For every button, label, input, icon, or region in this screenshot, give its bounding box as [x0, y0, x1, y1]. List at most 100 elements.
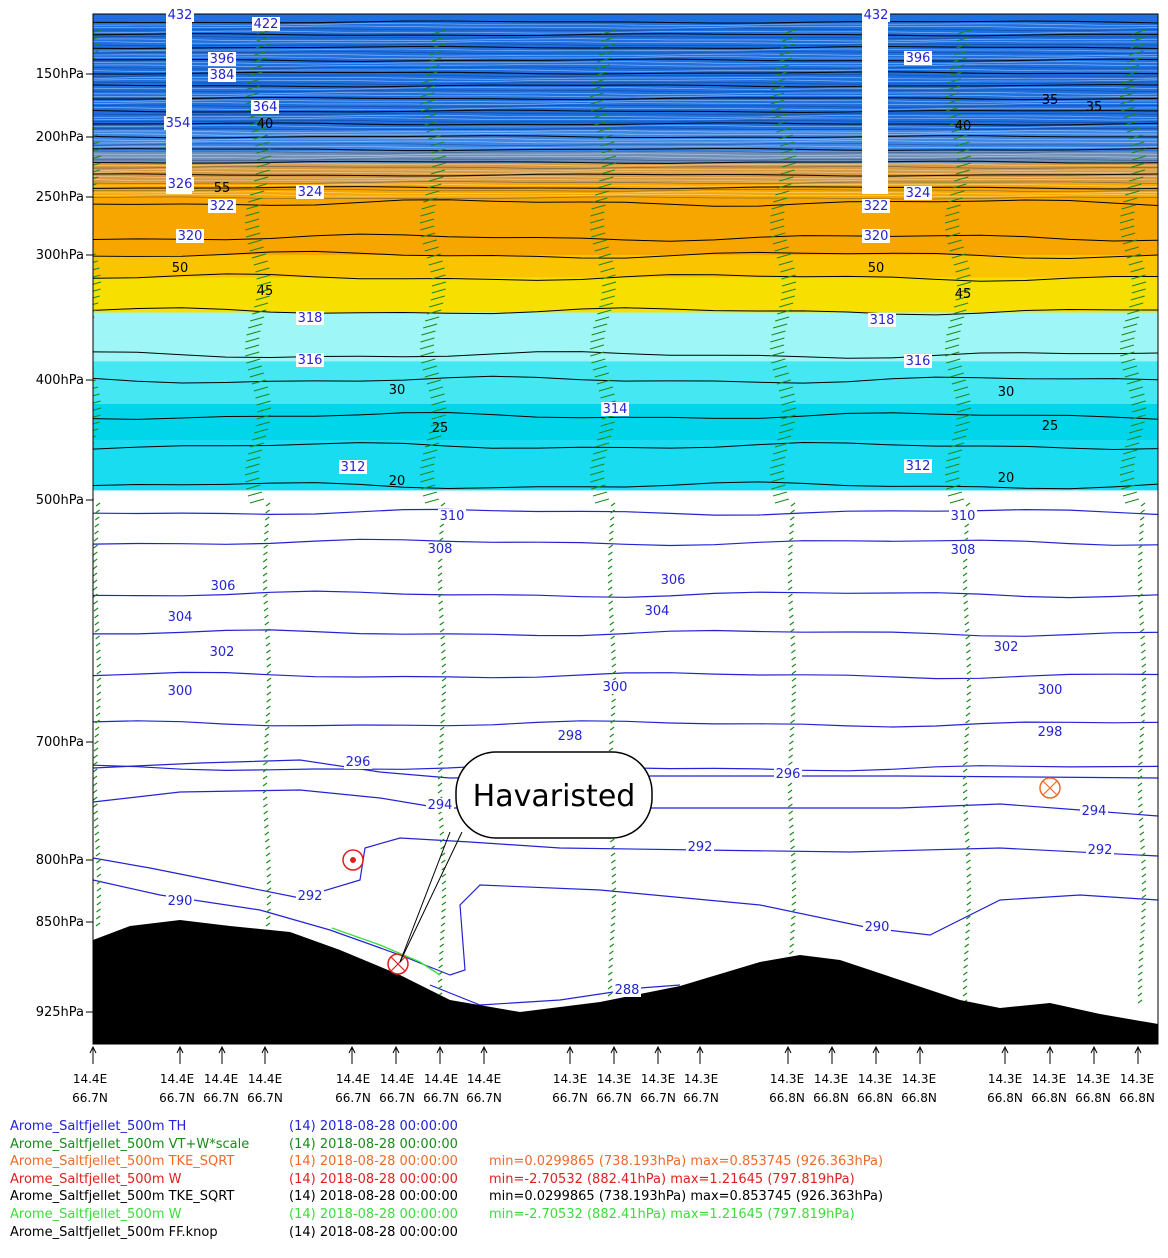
wind-vector [956, 36, 971, 42]
x-tick-lon: 14.3E [988, 1072, 1022, 1086]
wind-vector [780, 169, 795, 175]
wind-vector [790, 502, 796, 507]
x-tick-lat: 66.7N [423, 1091, 459, 1105]
wind-vector [593, 197, 608, 203]
wind-vector [244, 218, 260, 224]
wind-vector [265, 719, 270, 724]
contour-label: 324 [906, 186, 931, 201]
wind-vector [1131, 155, 1147, 161]
wind-vector [95, 915, 101, 920]
wind-vector [601, 155, 617, 161]
wind-vector [609, 621, 615, 626]
x-tick-lat: 66.7N [72, 1091, 108, 1105]
contour-label: 300 [168, 684, 193, 699]
wind-vector [1141, 894, 1147, 899]
wind-vector [247, 449, 263, 455]
wind-vector [1123, 197, 1138, 203]
wind-vector [420, 351, 435, 357]
legend-stats: min=0.0299865 (738.193hPa) max=0.853745 … [489, 1189, 884, 1205]
wind-vector [440, 929, 445, 934]
wind-vector [96, 901, 102, 906]
wind-vector [439, 838, 445, 843]
wind-vector [770, 477, 785, 483]
wind-vector [256, 36, 271, 42]
wind-vector [441, 880, 447, 885]
contour-label-bg [252, 17, 280, 31]
wind-vector [789, 936, 795, 941]
wind-vector [945, 463, 960, 469]
wind-vector [441, 873, 447, 878]
wind-vector [247, 113, 262, 119]
wind-vector [94, 733, 100, 738]
position-axis: 14.4E 66.7N 14.4E 66.7N 14.4E 66.7N 14.4E 66.7N… [72, 1045, 1155, 1105]
wind-vector [441, 887, 447, 892]
contour-label: 354 [166, 116, 191, 131]
upper-isentrope [93, 130, 1158, 134]
wind-vector [439, 621, 445, 626]
wind-vector [252, 309, 267, 315]
wind-vector [96, 880, 102, 885]
wind-vector [245, 463, 260, 469]
wind-vector [75, 478, 89, 482]
contour-label-bg [1036, 725, 1064, 739]
legend-row: Arome_Saltfjellet_500m W (14) 2018-08-28 … [10, 1171, 1160, 1189]
wind-vector [1131, 414, 1146, 420]
wind-vector [1130, 169, 1145, 175]
wind-vector [610, 915, 616, 920]
wind-vector [263, 817, 269, 822]
wind-vector [427, 183, 442, 189]
x-tick-lon: 14.3E [597, 1072, 631, 1086]
wind-vector [95, 712, 101, 717]
wind-vector [781, 407, 797, 413]
wind-vector [1140, 922, 1146, 927]
wind-vector [963, 950, 969, 955]
wind-vector [771, 484, 786, 490]
wind-vector [251, 127, 266, 133]
wind-vector [963, 810, 969, 815]
wind-vector [594, 246, 609, 252]
wind-vector [791, 887, 797, 892]
wind-vector [609, 740, 614, 745]
wind-vector [264, 523, 270, 528]
wind-vector [96, 649, 101, 654]
contour-label-bg [659, 573, 687, 587]
contour-label: 296 [776, 767, 801, 782]
wind-vector [94, 628, 100, 633]
wind-vector [771, 106, 786, 112]
wind-vector [593, 323, 608, 329]
wind-vector [441, 691, 447, 696]
wind-vector [419, 218, 435, 224]
wind-vector [610, 852, 616, 857]
contour-label: 320 [864, 229, 889, 244]
wind-vector [437, 558, 443, 563]
wind-vector [437, 768, 443, 773]
wind-vector [1121, 330, 1136, 336]
wind-vector [609, 943, 615, 948]
wind-vector [263, 747, 269, 752]
wind-vector [776, 253, 791, 259]
x-tick-lon: 14.4E [73, 1072, 107, 1086]
wind-vector [1140, 635, 1145, 640]
wind-vector [944, 344, 960, 350]
upper-isentrope [93, 66, 1158, 70]
wind-vector [427, 309, 442, 315]
contour-label-bg [556, 729, 584, 743]
x-tick-lon: 14.3E [553, 1072, 587, 1086]
wind-vector [1123, 71, 1138, 77]
wind-vector [266, 894, 272, 899]
wind-vector [420, 85, 435, 91]
wind-vector [93, 803, 98, 808]
wind-vector [772, 449, 788, 455]
wind-vector [966, 880, 972, 885]
wind-vector [601, 29, 617, 35]
legend-time: (14) 2018-08-28 00:00:00 [289, 1136, 458, 1152]
wind-vector [770, 211, 785, 217]
wind-vector [946, 78, 961, 84]
wind-vector [965, 719, 970, 724]
contour-label: 292 [298, 889, 323, 904]
wind-vector [963, 537, 969, 542]
wind-vector [75, 471, 89, 475]
wind-vector [950, 190, 965, 196]
theta-contour [93, 671, 1158, 680]
wind-vector [93, 400, 101, 404]
